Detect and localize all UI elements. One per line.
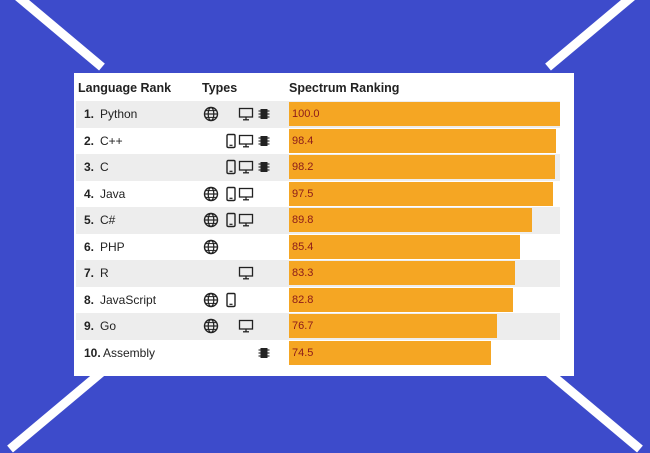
embedded-icon — [256, 106, 272, 122]
ranking-rows: 1. Python 100.0 2. C++ 98.4 3. C 98.2 4. Java 97.5 5… — [76, 101, 560, 366]
web-icon — [203, 186, 219, 202]
web-icon — [203, 212, 219, 228]
rank-number: 7. — [84, 266, 95, 280]
rank-number: 2. — [84, 133, 95, 148]
mobile-icon — [223, 133, 239, 149]
bar-value-label: 97.5 — [292, 187, 314, 200]
web-icon — [203, 292, 219, 308]
language-name: Java — [100, 186, 126, 201]
desktop-icon — [238, 265, 254, 281]
embedded-icon — [256, 345, 272, 361]
ranking-bar: 89.8 — [289, 208, 532, 232]
mobile-icon — [223, 159, 239, 175]
decorative-corner-line-bottom-right — [545, 368, 643, 453]
mobile-icon — [223, 186, 239, 202]
bar-track: 89.8 — [289, 208, 560, 232]
bar-value-label: 98.2 — [292, 161, 314, 173]
bar-track: 100.0 — [289, 102, 560, 126]
bar-value-label: 74.5 — [292, 346, 314, 359]
rank-number: 1. — [84, 107, 95, 121]
table-row: 1. Python 100.0 — [76, 101, 560, 128]
ranking-bar: 98.2 — [289, 155, 555, 179]
table-row: 4. Java 97.5 — [76, 181, 560, 208]
language-name: C++ — [100, 133, 123, 148]
decorative-corner-line-bottom-left — [7, 368, 105, 453]
language-name: R — [100, 266, 109, 280]
table-header: Language Rank Types Spectrum Ranking — [76, 79, 560, 101]
ranking-bar: 74.5 — [289, 340, 491, 365]
table-row: 10. Assembly 74.5 — [76, 340, 560, 367]
ranking-table-card: Language Rank Types Spectrum Ranking 1. P… — [74, 73, 574, 376]
ranking-bar: 82.8 — [289, 287, 513, 312]
table-row: 8. JavaScript 82.8 — [76, 287, 560, 314]
rank-number: 3. — [84, 160, 95, 174]
bar-track: 76.7 — [289, 314, 560, 338]
header-language-rank: Language Rank — [78, 81, 172, 95]
language-name: C# — [100, 213, 116, 227]
table-row: 9. Go 76.7 — [76, 313, 560, 340]
mobile-icon — [223, 212, 239, 228]
ranking-bar: 97.5 — [289, 181, 553, 206]
rank-number: 5. — [84, 213, 95, 227]
bar-track: 83.3 — [289, 261, 560, 285]
language-name: C — [100, 160, 109, 174]
bar-value-label: 82.8 — [292, 293, 314, 306]
header-types: Types — [202, 81, 238, 95]
decorative-corner-line-top-right — [545, 0, 643, 71]
bar-value-label: 85.4 — [292, 240, 314, 253]
rank-number: 4. — [84, 186, 95, 201]
web-icon — [203, 239, 219, 255]
ranking-bar: 98.4 — [289, 128, 556, 153]
table-row: 7. R 83.3 — [76, 260, 560, 287]
table-row: 3. C 98.2 — [76, 154, 560, 181]
ranking-bar: 76.7 — [289, 314, 497, 338]
mobile-icon — [223, 292, 239, 308]
bar-value-label: 89.8 — [292, 214, 314, 226]
bar-track: 98.4 — [289, 128, 560, 153]
table-row: 6. PHP 85.4 — [76, 234, 560, 261]
bar-value-label: 76.7 — [292, 320, 314, 332]
bar-track: 82.8 — [289, 287, 560, 312]
ranking-bar: 100.0 — [289, 102, 560, 126]
bar-track: 97.5 — [289, 181, 560, 206]
bar-value-label: 83.3 — [292, 267, 314, 279]
rank-number: 6. — [84, 239, 95, 254]
decorative-corner-line-top-left — [7, 0, 105, 71]
language-name: JavaScript — [100, 292, 157, 307]
language-name: PHP — [100, 239, 125, 254]
embedded-icon — [256, 159, 272, 175]
bar-value-label: 98.4 — [292, 134, 314, 147]
desktop-icon — [238, 212, 254, 228]
desktop-icon — [238, 186, 254, 202]
web-icon — [203, 318, 219, 334]
desktop-icon — [238, 106, 254, 122]
ranking-bar: 83.3 — [289, 261, 515, 285]
table-row: 2. C++ 98.4 — [76, 128, 560, 155]
ranking-bar: 85.4 — [289, 234, 520, 259]
language-name: Assembly — [103, 345, 156, 360]
header-spectrum-ranking: Spectrum Ranking — [289, 81, 400, 95]
language-name: Python — [100, 107, 138, 121]
rank-number: 10. — [84, 345, 101, 360]
rank-number: 9. — [84, 319, 95, 333]
desktop-icon — [238, 133, 254, 149]
bar-track: 85.4 — [289, 234, 560, 259]
desktop-icon — [238, 159, 254, 175]
desktop-icon — [238, 318, 254, 334]
language-name: Go — [100, 319, 117, 333]
embedded-icon — [256, 133, 272, 149]
bar-value-label: 100.0 — [292, 108, 320, 120]
bar-track: 98.2 — [289, 155, 560, 179]
bar-track: 74.5 — [289, 340, 560, 365]
web-icon — [203, 106, 219, 122]
table-row: 5. C# 89.8 — [76, 207, 560, 234]
rank-number: 8. — [84, 292, 95, 307]
